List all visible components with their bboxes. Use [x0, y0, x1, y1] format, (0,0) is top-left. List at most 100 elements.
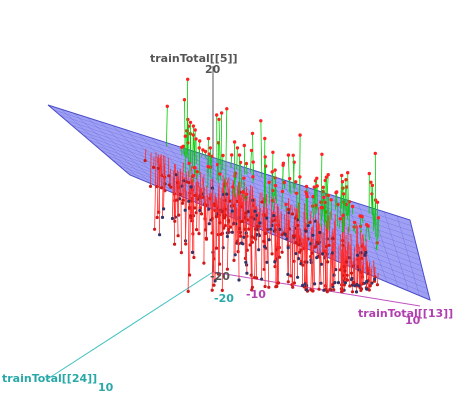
- data-point: [242, 143, 246, 148]
- residual-below: [150, 152, 152, 187]
- data-point: [350, 276, 354, 281]
- data-point: [273, 228, 277, 232]
- data-point: [229, 225, 233, 229]
- residual-below: [236, 185, 239, 202]
- residual-below: [228, 177, 231, 202]
- data-point: [370, 183, 375, 188]
- data-point: [192, 255, 196, 260]
- data-point: [300, 283, 305, 288]
- residual-below: [253, 208, 255, 239]
- data-point: [267, 180, 271, 184]
- data-point: [254, 227, 258, 231]
- data-point: [281, 163, 285, 167]
- data-point: [345, 273, 349, 277]
- data-point: [238, 190, 242, 194]
- data-point: [202, 195, 206, 199]
- z-tick-top: 20: [205, 63, 221, 76]
- residual-below: [340, 234, 342, 289]
- data-point: [280, 189, 285, 194]
- residual-above: [225, 108, 228, 190]
- data-point: [153, 227, 157, 231]
- residual-below: [353, 246, 356, 266]
- data-point: [320, 152, 324, 156]
- residual-below: [294, 207, 297, 219]
- residual-above: [292, 155, 295, 194]
- data-point: [233, 253, 237, 257]
- data-point: [192, 174, 196, 178]
- data-point: [340, 290, 344, 294]
- data-point: [255, 224, 260, 228]
- residual-above: [327, 195, 330, 231]
- residual-below: [362, 234, 365, 255]
- x-axis-label: trainTotal[[13]]: [358, 307, 453, 320]
- residual-below: [218, 202, 221, 223]
- residual-below: [199, 171, 202, 211]
- data-point: [232, 258, 236, 262]
- data-point: [282, 180, 286, 185]
- data-point: [317, 287, 321, 291]
- data-point: [266, 227, 270, 232]
- data-point: [251, 198, 255, 202]
- data-point: [202, 261, 206, 265]
- data-point: [221, 153, 225, 158]
- residual-below: [202, 178, 205, 198]
- data-point: [188, 214, 193, 218]
- residual-below: [304, 235, 307, 262]
- data-point: [173, 242, 177, 246]
- residual-below: [194, 185, 196, 196]
- data-point: [244, 260, 248, 264]
- residual-below: [317, 207, 319, 244]
- data-point: [311, 194, 315, 199]
- data-point: [244, 161, 249, 166]
- data-point: [216, 272, 220, 276]
- data-point: [190, 250, 195, 254]
- data-point: [176, 234, 180, 238]
- data-point: [324, 175, 329, 179]
- y-axis-label: trainTotal[[24]]: [2, 372, 97, 385]
- data-point: [208, 146, 212, 150]
- data-point: [301, 263, 305, 267]
- residual-below: [204, 201, 206, 230]
- data-point: [179, 251, 183, 255]
- residual-below: [355, 244, 358, 256]
- data-point: [183, 208, 187, 212]
- data-point: [367, 171, 371, 176]
- data-point: [165, 104, 169, 109]
- data-point: [286, 246, 290, 250]
- residual-below: [206, 194, 209, 240]
- residual-below: [154, 152, 157, 230]
- data-point: [270, 170, 274, 174]
- residual-below: [309, 210, 312, 223]
- data-point: [250, 285, 254, 289]
- residual-below: [289, 205, 291, 229]
- data-point: [354, 290, 359, 294]
- residual-above: [326, 177, 329, 230]
- data-point: [349, 271, 354, 275]
- data-point: [350, 204, 355, 209]
- data-point: [328, 288, 332, 292]
- data-point: [250, 288, 254, 292]
- data-point: [193, 193, 197, 198]
- data-point: [245, 271, 249, 275]
- data-point: [204, 237, 209, 241]
- data-point: [322, 195, 326, 200]
- residual-below: [296, 225, 299, 259]
- plane-grid-line: [94, 144, 422, 266]
- data-point: [275, 284, 279, 288]
- data-point: [143, 159, 147, 163]
- data-point: [180, 145, 184, 149]
- data-point: [155, 215, 159, 220]
- residual-below: [373, 264, 375, 280]
- data-point: [343, 281, 347, 285]
- residual-below: [224, 197, 227, 226]
- data-point: [194, 137, 198, 141]
- residual-below: [205, 200, 207, 239]
- x-tick-near-origin: -10: [246, 288, 266, 301]
- residual-below: [341, 229, 344, 292]
- data-point: [298, 250, 302, 254]
- data-point: [225, 107, 229, 111]
- residual-above: [312, 196, 314, 211]
- data-point: [183, 134, 187, 138]
- residual-above: [324, 202, 327, 214]
